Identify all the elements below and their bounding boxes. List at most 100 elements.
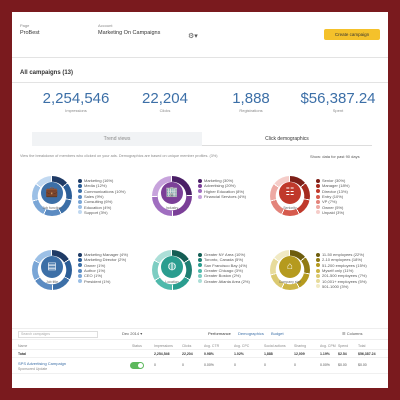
page-value: ProBest bbox=[20, 30, 40, 36]
legend-item: 201-500 employees (7%) bbox=[316, 273, 371, 278]
legend-item: 51-200 employees (15%) bbox=[316, 263, 371, 268]
legend-label: Marketing Director (2%) bbox=[84, 257, 127, 263]
table-cell: $0.00 bbox=[338, 363, 347, 367]
header-cell[interactable]: Spend bbox=[338, 344, 349, 348]
legend-label: Support (3%) bbox=[84, 209, 108, 215]
legend-swatch bbox=[198, 252, 202, 257]
view-demographics[interactable]: Demographics bbox=[238, 331, 264, 336]
legend-swatch bbox=[78, 194, 82, 199]
create-campaign-button[interactable]: Create campaign bbox=[324, 29, 380, 40]
badge-icon: ☷ bbox=[279, 182, 301, 204]
legend-swatch bbox=[78, 189, 82, 194]
legend-swatch bbox=[78, 279, 82, 284]
view-budget[interactable]: Budget bbox=[270, 331, 284, 336]
legend-label: CEO (1%) bbox=[84, 273, 103, 279]
demographic-group: ▤ Job title Marketing Manager (4%) Marketin… bbox=[32, 250, 142, 294]
header-cell[interactable]: Social actions bbox=[264, 344, 286, 348]
legend-swatch bbox=[316, 194, 320, 199]
header-cell[interactable]: Name bbox=[18, 344, 28, 348]
legend-item: CEO (1%) bbox=[78, 273, 133, 278]
legend-label: Myself only (11%) bbox=[322, 268, 354, 274]
group-title: Industry bbox=[165, 206, 179, 210]
legend-swatch bbox=[316, 210, 320, 215]
legend-swatch bbox=[78, 205, 82, 210]
building-icon: 🏢 bbox=[161, 182, 183, 204]
campaign-status-toggle[interactable] bbox=[130, 362, 144, 369]
date-dropdown[interactable]: Dec 2014 ▾ bbox=[122, 331, 143, 336]
briefcase-icon: 💼 bbox=[41, 182, 63, 204]
legend-swatch bbox=[316, 183, 320, 188]
legend-swatch bbox=[78, 210, 82, 215]
tab-click-demographics[interactable]: Click demographics bbox=[265, 136, 309, 142]
stat-label: Spent bbox=[332, 108, 344, 113]
legend-swatch bbox=[198, 189, 202, 194]
header-cell[interactable]: Total bbox=[358, 344, 366, 348]
all-campaigns-dropdown[interactable]: All campaigns (13) bbox=[20, 70, 74, 76]
legend-label: Owner (5%) bbox=[322, 204, 344, 210]
legend-item: 11-50 employees (22%) bbox=[316, 252, 371, 257]
header-cell[interactable]: Status bbox=[132, 344, 142, 348]
campaign-name-link[interactable]: SPS Advertising Campaign bbox=[18, 361, 67, 366]
legend-label: Director (13%) bbox=[322, 188, 348, 194]
view-switcher: Performance Demographics Budget bbox=[208, 331, 290, 336]
legend-label: Greater Atlanta Area (2%) bbox=[204, 278, 250, 284]
header-cell[interactable]: Avg. CPM bbox=[320, 344, 336, 348]
legend-label: Marketing (30%) bbox=[204, 178, 234, 184]
legend-list: Senior (30%) Manager (18%) Director (13%) E… bbox=[316, 178, 371, 215]
legend-label: Advertising (20%) bbox=[204, 183, 236, 189]
divider bbox=[12, 82, 388, 83]
page-label: Page bbox=[20, 23, 30, 28]
legend-item: Author (1%) bbox=[78, 268, 133, 273]
stat-registrations: 1,888 Registrations bbox=[216, 90, 286, 113]
gear-icon[interactable]: ⚙▾ bbox=[188, 33, 198, 40]
legend-item: Greater Chicago (3%) bbox=[198, 268, 253, 273]
legend-item: 2-10 employees (18%) bbox=[316, 257, 371, 262]
header-cell[interactable]: Impressions bbox=[154, 344, 173, 348]
legend-label: Higher Education (8%) bbox=[204, 188, 245, 194]
table-toolbar: Search campaigns Dec 2014 ▾ Performance … bbox=[12, 328, 388, 340]
stat-spent: $56,387.24 Spent bbox=[296, 90, 380, 113]
demographic-group: 🏢 Industry Marketing (30%) Advertising (20%… bbox=[152, 176, 262, 220]
legend-label: 51-200 employees (15%) bbox=[322, 262, 367, 268]
legend-item: Manager (18%) bbox=[316, 183, 371, 188]
legend-label: VP (7%) bbox=[322, 199, 337, 205]
legend-label: Author (1%) bbox=[84, 268, 106, 274]
table-cell: 0 bbox=[234, 363, 236, 367]
legend-label: Media (12%) bbox=[84, 183, 107, 189]
legend-list: Marketing Manager (4%) Marketing Director… bbox=[78, 252, 133, 284]
header-cell[interactable]: Avg. CTR bbox=[204, 344, 220, 348]
legend-label: Entry (10%) bbox=[322, 194, 344, 200]
view-performance[interactable]: Performance bbox=[208, 331, 231, 336]
legend-label: San Francisco Bay (4%) bbox=[204, 262, 248, 268]
legend-swatch bbox=[316, 178, 320, 183]
stat-value: $56,387.24 bbox=[300, 90, 376, 107]
header-cell[interactable]: Sharing bbox=[294, 344, 307, 348]
date-value: Dec 2014 bbox=[122, 331, 140, 336]
total-cell: 1,888 bbox=[264, 352, 273, 356]
legend-swatch bbox=[78, 273, 82, 278]
columns-label: Columns bbox=[346, 331, 363, 336]
legend-item: Myself only (11%) bbox=[316, 268, 371, 273]
legend-item: 501-1000 (3%) bbox=[316, 284, 371, 289]
demographic-group: ⌂ Company size 11-50 employees (22%) 2-10 e… bbox=[270, 250, 380, 294]
legend-swatch bbox=[78, 263, 82, 268]
legend-swatch bbox=[316, 205, 320, 210]
columns-button[interactable]: ☰ Columns bbox=[342, 331, 363, 336]
tab-trend-views[interactable]: Trend views bbox=[32, 132, 202, 146]
legend-item: Consulting (6%) bbox=[78, 199, 133, 204]
header-cell[interactable]: Clicks bbox=[182, 344, 192, 348]
legend-label: Marketing (16%) bbox=[84, 178, 114, 184]
table-row: SPS Advertising Campaign Sponsored Updat… bbox=[12, 358, 388, 374]
search-input[interactable]: Search campaigns bbox=[18, 331, 98, 338]
header-cell[interactable]: Avg. CPC bbox=[234, 344, 250, 348]
legend-item: Director (13%) bbox=[316, 189, 371, 194]
legend-swatch bbox=[316, 279, 320, 284]
page-selector[interactable]: Page ProBest bbox=[20, 23, 40, 36]
group-title: Job title bbox=[45, 280, 59, 284]
total-cell: Total bbox=[18, 352, 27, 356]
account-selector[interactable]: Account Marketing On Campaigns bbox=[98, 23, 160, 36]
legend-swatch bbox=[198, 183, 202, 188]
demographics-note: View the breakdown of members who clicke… bbox=[20, 154, 218, 158]
date-range-dropdown[interactable]: Show: data for past 90 days bbox=[310, 154, 360, 159]
legend-label: Toronto, Canada (5%) bbox=[204, 257, 244, 263]
